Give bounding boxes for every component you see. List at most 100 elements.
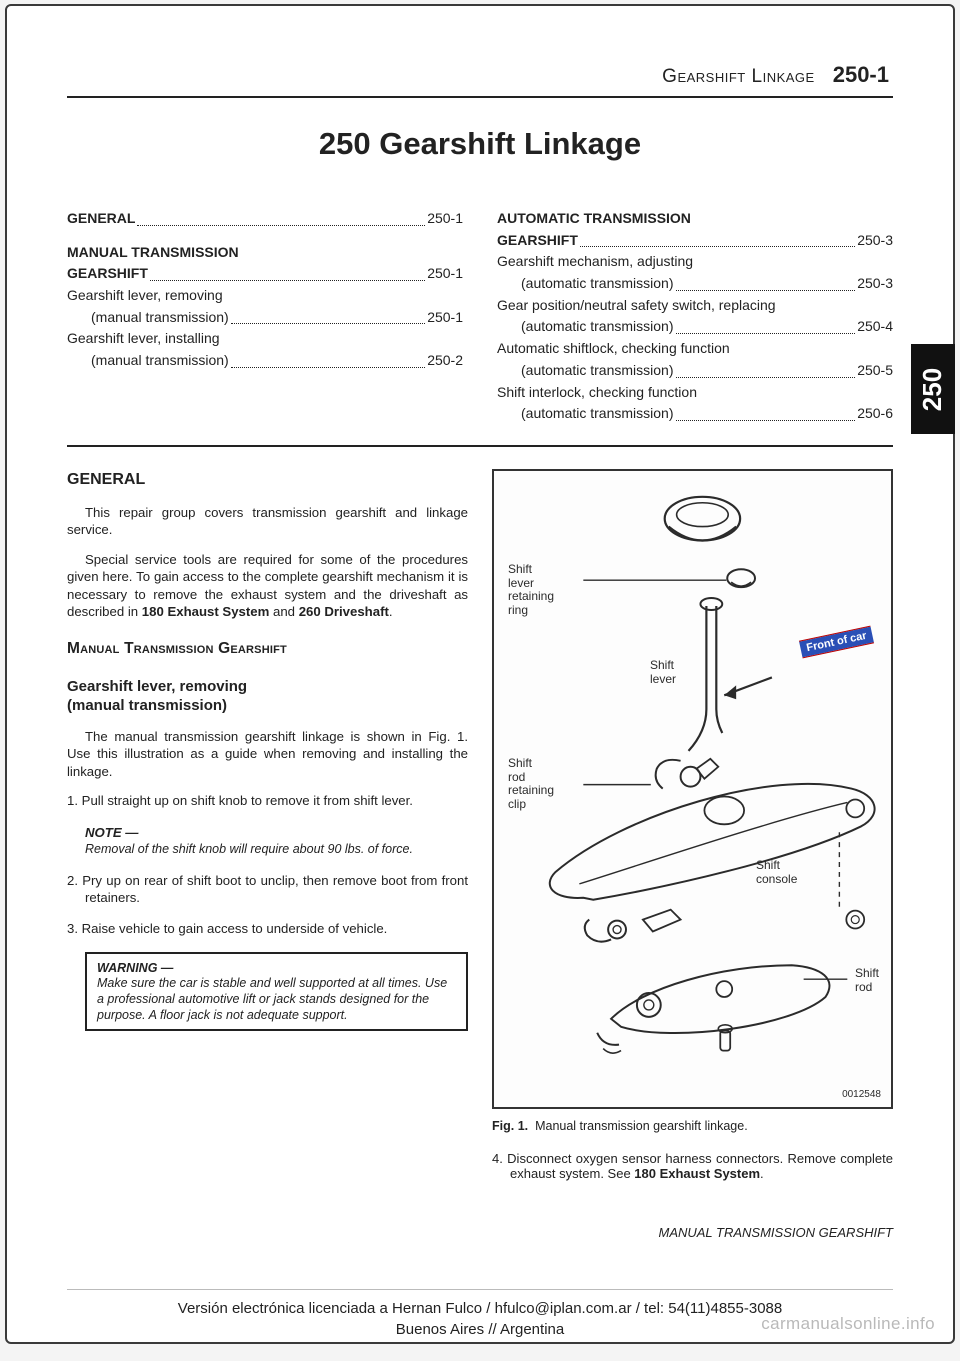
step-1: 1. Pull straight up on shift knob to rem… — [67, 792, 468, 809]
ref-180: 180 Exhaust System — [142, 604, 270, 619]
toc-row: Shift interlock, checking function — [497, 382, 893, 404]
toc-page: 250-2 — [427, 350, 463, 372]
toc-page: 250-1 — [427, 263, 463, 285]
label-shift-rod: Shift rod — [855, 967, 879, 995]
toc-page: 250-1 — [427, 307, 463, 329]
toc-leader-dots — [676, 273, 856, 291]
toc-leader-dots — [676, 360, 856, 378]
toc-row: GEARSHIFT 250-1 — [67, 263, 463, 285]
text: . — [760, 1166, 764, 1181]
content: Gearshift Linkage 250-1 250 Gearshift Li… — [7, 6, 953, 1289]
toc-row: (automatic transmission)250-3 — [497, 273, 893, 295]
toc-label: Gear position/neutral safety switch, rep… — [497, 295, 776, 317]
toc-label: MANUAL TRANSMISSION — [67, 242, 239, 264]
toc-label: AUTOMATIC TRANSMISSION — [497, 208, 691, 230]
text: and — [269, 604, 298, 619]
toc-page: 250-1 — [427, 208, 463, 230]
text: . — [389, 604, 393, 619]
chapter-title: 250 Gearshift Linkage — [67, 126, 893, 162]
toc-row: Gearshift mechanism, adjusting — [497, 251, 893, 273]
label-shift-console: Shift console — [756, 859, 797, 887]
toc-leader-dots — [676, 316, 856, 334]
header-rule — [67, 96, 893, 98]
toc-leader-dots — [137, 208, 425, 226]
figure-number: Fig. 1. — [492, 1119, 528, 1133]
label-shift-lever: Shift lever — [650, 659, 676, 687]
toc-page: 250-4 — [857, 316, 893, 338]
toc-row: (automatic transmission) 250-4 — [497, 316, 893, 338]
toc-right-column: AUTOMATIC TRANSMISSIONGEARSHIFT 250-3 Gear… — [497, 208, 893, 425]
toc-page: 250-6 — [857, 403, 893, 425]
toc-label: (automatic transmission) — [521, 403, 674, 425]
toc-label: Automatic shiftlock, checking function — [497, 338, 730, 360]
toc-row: (manual transmission) 250-1 — [67, 307, 463, 329]
toc-row: AUTOMATIC TRANSMISSION — [497, 208, 893, 230]
toc-leader-dots — [150, 263, 425, 281]
toc-row: Automatic shiftlock, checking function — [497, 338, 893, 360]
body-columns: GENERAL This repair group covers transmi… — [67, 469, 893, 1240]
toc-leader-dots — [580, 230, 855, 248]
toc-row: MANUAL TRANSMISSION — [67, 242, 463, 264]
toc-row: Gear position/neutral safety switch, rep… — [497, 295, 893, 317]
toc-row: (manual transmission) 250-2 — [67, 350, 463, 372]
toc-page: 250-3 — [857, 273, 893, 295]
warning-body: Make sure the car is stable and well sup… — [97, 976, 456, 1023]
toc-row: (automatic transmission) 250-5 — [497, 360, 893, 382]
toc-leader-dots — [676, 403, 856, 421]
mt-subheading: Gearshift lever, removing (manual transm… — [67, 677, 468, 716]
step-2: 2. Pry up on rear of shift boot to uncli… — [67, 872, 468, 907]
toc-leader-dots — [231, 350, 425, 368]
note-block: NOTE — Removal of the shift knob will re… — [67, 824, 468, 858]
toc-row: (automatic transmission) 250-6 — [497, 403, 893, 425]
toc-label: (automatic transmission) — [521, 316, 674, 338]
toc-page: 250-5 — [857, 360, 893, 382]
step-4: 4. Disconnect oxygen sensor harness conn… — [492, 1151, 893, 1181]
separator-rule — [67, 445, 893, 447]
toc-row: GEARSHIFT 250-3 — [497, 230, 893, 252]
step-3: 3. Raise vehicle to gain access to under… — [67, 920, 468, 937]
right-column: Shift lever retaining ring Shift lever S… — [492, 469, 893, 1240]
note-body: Removal of the shift knob will require a… — [85, 841, 468, 858]
toc-page: 250-3 — [857, 230, 893, 252]
section-tab-label: 250 — [917, 367, 948, 410]
table-of-contents: GENERAL250-1MANUAL TRANSMISSIONGEARSHIFT… — [67, 208, 893, 425]
toc-left-column: GENERAL 250-1 MANUAL TRANSMISSIONGEARSHIFT… — [67, 208, 463, 425]
figure-id: 0012548 — [842, 1089, 881, 1101]
toc-label: (automatic transmission) — [521, 360, 674, 382]
warning-box: WARNING — Make sure the car is stable an… — [85, 952, 468, 1031]
header-page-code: 250-1 — [833, 62, 889, 88]
figure-caption: Fig. 1. Manual transmission gearshift li… — [492, 1119, 893, 1133]
mt-heading: Manual Transmission Gearshift — [67, 639, 468, 659]
header-title: Gearshift Linkage — [662, 66, 815, 88]
toc-label: Gearshift lever, removing — [67, 285, 223, 307]
mt-intro: The manual transmission gearshift linkag… — [67, 728, 468, 780]
running-header: Gearshift Linkage 250-1 — [67, 62, 893, 88]
label-shift-lever-retaining-ring: Shift lever retaining ring — [508, 563, 554, 618]
toc-label: Shift interlock, checking function — [497, 382, 697, 404]
toc-label: (manual transmission) — [91, 307, 229, 329]
toc-label: Gearshift mechanism, adjusting — [497, 251, 693, 273]
toc-row: GENERAL 250-1 — [67, 208, 463, 230]
general-heading: GENERAL — [67, 469, 468, 490]
toc-label: GEARSHIFT — [497, 230, 578, 252]
label-shift-rod-retaining-clip: Shift rod retaining clip — [508, 757, 554, 812]
footer-section-label: MANUAL TRANSMISSION GEARSHIFT — [492, 1225, 893, 1240]
general-p1: This repair group covers transmission ge… — [67, 504, 468, 539]
toc-label: (manual transmission) — [91, 350, 229, 372]
left-column: GENERAL This repair group covers transmi… — [67, 469, 468, 1240]
watermark: carmanualsonline.info — [761, 1314, 935, 1334]
ref-180b: 180 Exhaust System — [634, 1166, 760, 1181]
figure-box: Shift lever retaining ring Shift lever S… — [492, 469, 893, 1109]
ref-260: 260 Driveshaft — [299, 604, 389, 619]
toc-label: GENERAL — [67, 208, 135, 230]
general-p2: Special service tools are required for s… — [67, 551, 468, 621]
page-frame: Gearshift Linkage 250-1 250 Gearshift Li… — [5, 4, 955, 1344]
warning-heading: WARNING — — [97, 960, 456, 977]
note-heading: NOTE — — [85, 824, 468, 841]
toc-label: Gearshift lever, installing — [67, 328, 220, 350]
toc-leader-dots — [231, 307, 425, 325]
section-tab: 250 — [911, 344, 955, 434]
figure-caption-text: Manual transmission gearshift linkage. — [535, 1119, 748, 1133]
toc-label: GEARSHIFT — [67, 263, 148, 285]
toc-row: Gearshift lever, removing — [67, 285, 463, 307]
